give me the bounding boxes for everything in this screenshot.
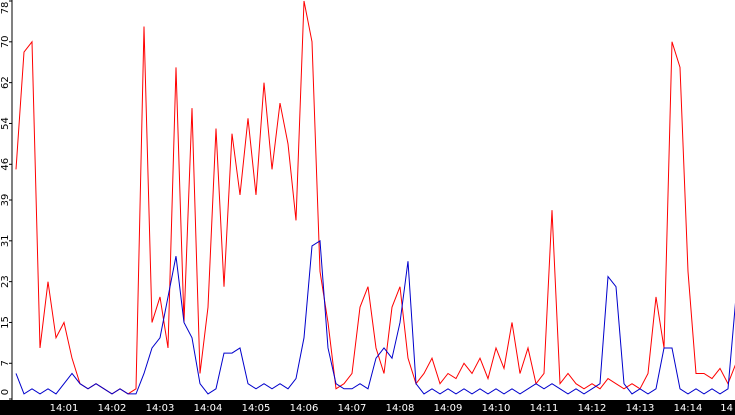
- y-tick-label: 62: [0, 76, 11, 89]
- x-tick-label: 14:05: [242, 403, 271, 414]
- x-tick-label: 14:03: [146, 403, 175, 414]
- y-tick-label: 31: [0, 234, 11, 247]
- y-tick-label: 54: [0, 117, 11, 130]
- y-tick-label: 78: [0, 2, 11, 15]
- x-tick-label: 14:10: [482, 403, 511, 414]
- y-tick-label: 7: [0, 360, 11, 366]
- x-tick-label: 14:13: [626, 403, 655, 414]
- x-tick-label: 14:07: [338, 403, 367, 414]
- y-tick-label: 46: [0, 158, 11, 171]
- series-line: [15, 239, 735, 395]
- series-line: [15, 0, 735, 395]
- x-tick-label: 14:06: [290, 403, 319, 414]
- x-tick-label: 14:14: [674, 403, 703, 414]
- y-tick-label: 15: [0, 316, 11, 329]
- x-tick-label: 14:09: [434, 403, 463, 414]
- x-tick-label: 14:11: [530, 403, 559, 414]
- x-tick-label: 14:12: [578, 403, 607, 414]
- y-tick-label: 70: [0, 35, 11, 48]
- y-tick-label: 23: [0, 275, 11, 288]
- y-tick-label: 39: [0, 194, 11, 207]
- y-tick-label: 0: [0, 389, 11, 395]
- x-tick-label: 14:04: [194, 403, 223, 414]
- x-axis-bar: [0, 400, 735, 415]
- x-tick-label: 14: [720, 403, 733, 414]
- x-tick-label: 14:02: [98, 403, 127, 414]
- x-tick-label: 14:01: [50, 403, 79, 414]
- x-tick-label: 14:08: [386, 403, 415, 414]
